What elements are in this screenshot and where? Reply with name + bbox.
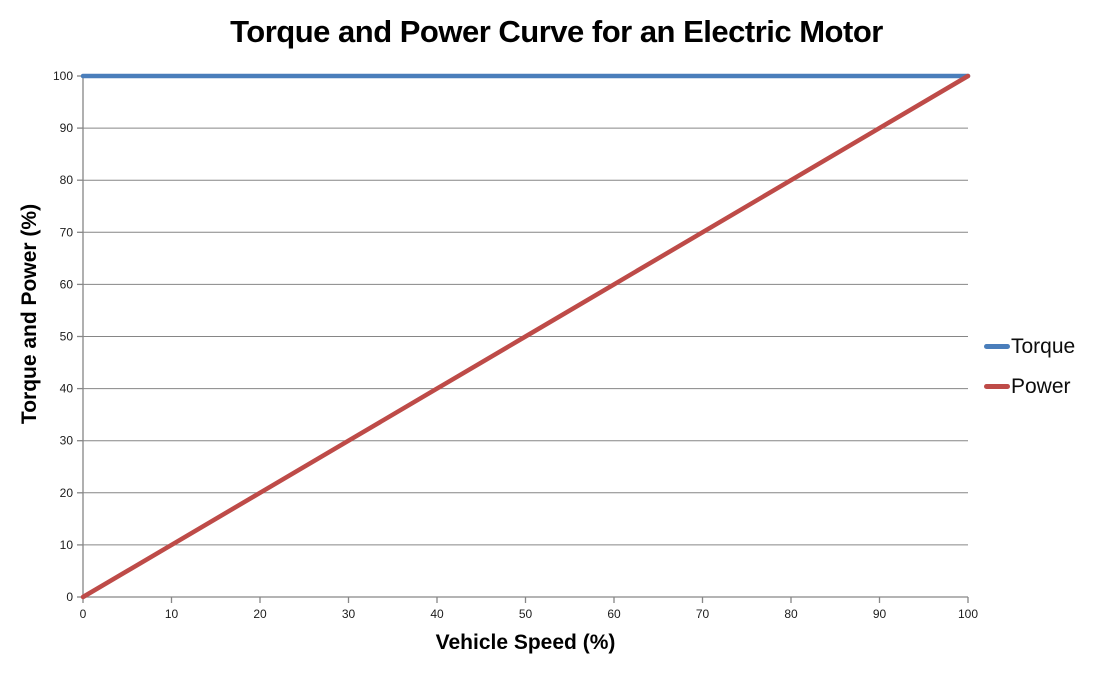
x-tick-label: 30 <box>342 607 356 621</box>
x-tick-label: 90 <box>873 607 887 621</box>
x-tick-label: 60 <box>607 607 621 621</box>
legend-item-torque: Torque <box>984 334 1075 359</box>
legend-label-power: Power <box>1011 374 1071 398</box>
y-tick-label: 10 <box>60 538 74 552</box>
x-tick-label: 0 <box>80 607 87 621</box>
legend: Torque Power <box>984 334 1075 399</box>
power-line-marker-icon <box>984 384 1010 389</box>
y-tick-label: 60 <box>60 277 74 291</box>
x-tick-label: 50 <box>519 607 533 621</box>
x-tick-label: 100 <box>958 607 978 621</box>
y-tick-label: 90 <box>60 121 74 135</box>
series-line-power <box>80 73 971 600</box>
y-tick-label: 50 <box>60 330 74 344</box>
y-tick-label: 70 <box>60 225 74 239</box>
legend-label-torque: Torque <box>1011 334 1076 358</box>
x-tick-label: 70 <box>696 607 710 621</box>
torque-line-marker-icon <box>984 344 1010 349</box>
chart-title: Torque and Power Curve for an Electric M… <box>230 14 883 49</box>
x-tick-label: 20 <box>253 607 267 621</box>
y-tick-label: 20 <box>60 486 74 500</box>
x-tick-label: 80 <box>784 607 798 621</box>
y-tick-label: 0 <box>66 590 73 604</box>
y-tick-label: 100 <box>53 69 73 83</box>
x-tick-label: 10 <box>165 607 179 621</box>
y-tick-label: 80 <box>60 173 74 187</box>
x-tick-label: 40 <box>430 607 444 621</box>
legend-item-power: Power <box>984 374 1075 399</box>
y-axis-title: Torque and Power (%) <box>18 203 41 425</box>
x-axis-title: Vehicle Speed (%) <box>435 631 616 654</box>
y-tick-label: 40 <box>60 382 74 396</box>
y-tick-label: 30 <box>60 434 74 448</box>
